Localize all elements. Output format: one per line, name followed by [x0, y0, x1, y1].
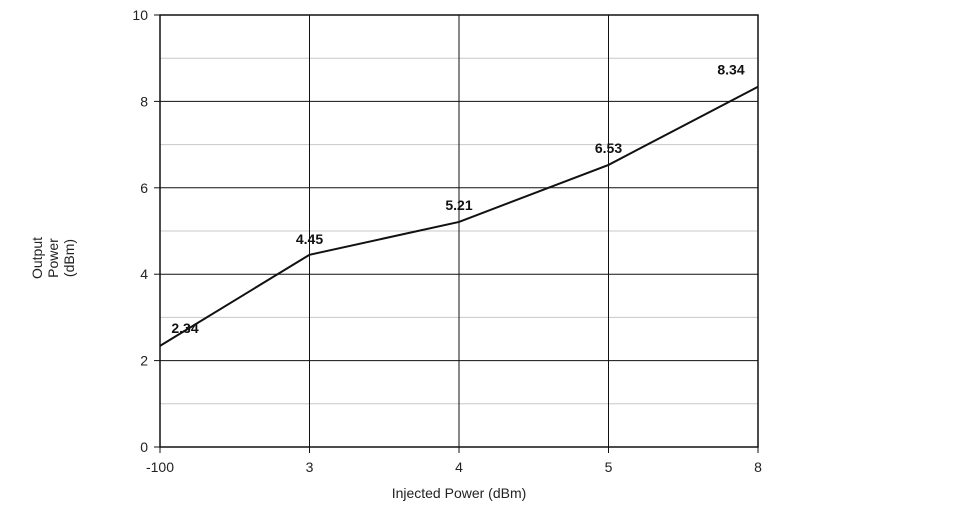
y-axis-ticks: 0 2 4 6 8 10	[132, 7, 160, 455]
y-axis-title-line: Output	[29, 237, 45, 279]
x-tick-label: 3	[306, 459, 314, 475]
series-line	[159, 85, 759, 347]
y-axis-title-line: Power	[45, 238, 61, 278]
y-tick-label: 2	[140, 353, 148, 369]
x-tick-label: 5	[605, 459, 613, 475]
x-axis-title: Injected Power (dBm)	[392, 485, 527, 501]
y-tick-label: 6	[140, 180, 148, 196]
data-labels: 2.34 4.45 5.21 6.53 8.34	[171, 62, 744, 336]
y-axis-title-line: (dBm)	[61, 239, 77, 277]
y-tick-label: 0	[140, 439, 148, 455]
data-label: 5.21	[445, 197, 472, 213]
data-label: 6.53	[595, 140, 622, 156]
y-tick-label: 4	[140, 266, 148, 282]
x-tick-label: -100	[146, 459, 174, 475]
y-tick-label: 10	[132, 7, 148, 23]
data-label: 4.45	[296, 231, 323, 247]
x-tick-label: 4	[455, 459, 463, 475]
x-axis-ticks: -100 3 4 5 8	[146, 447, 762, 475]
y-tick-label: 8	[140, 93, 148, 109]
y-axis-title: OutputPower(dBm)	[29, 237, 77, 279]
data-label: 2.34	[171, 320, 198, 336]
data-label: 8.34	[717, 62, 744, 78]
x-tick-label: 8	[754, 459, 762, 475]
grid	[159, 14, 759, 448]
